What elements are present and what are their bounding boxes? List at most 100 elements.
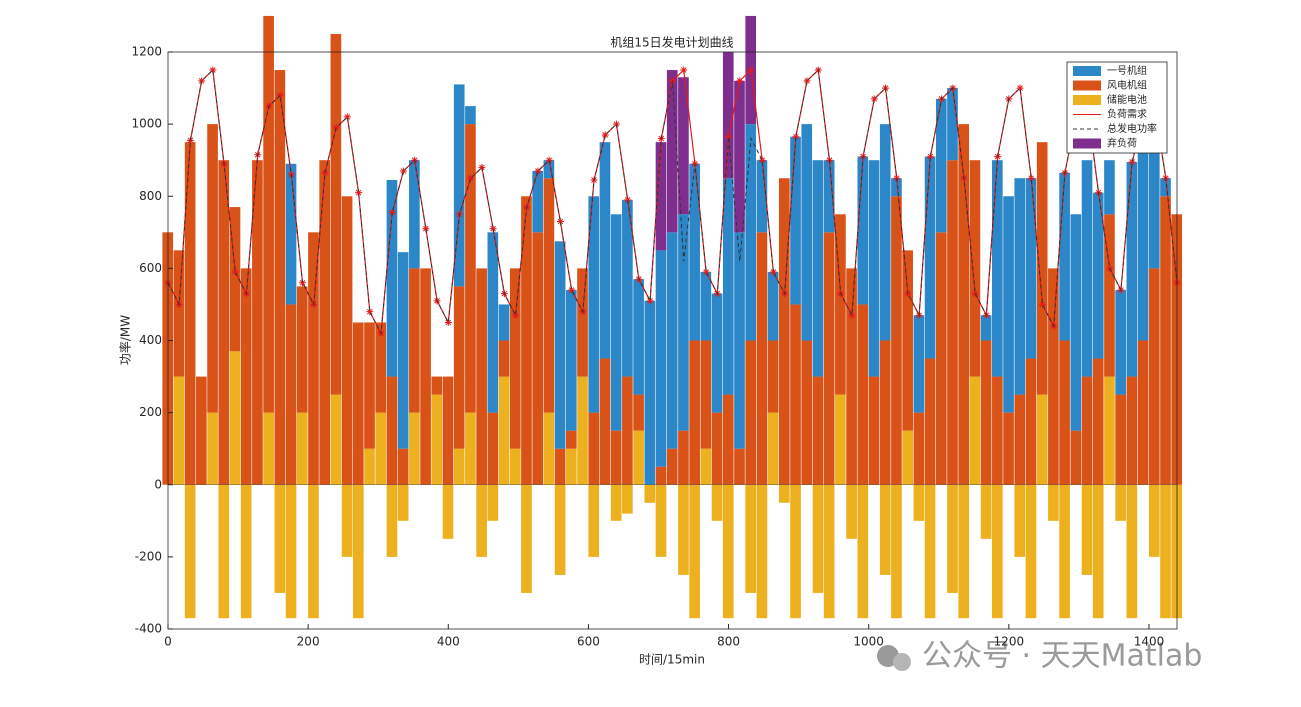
bar [655,142,667,251]
bar [846,484,857,539]
bar [1148,484,1160,557]
load-marker [792,133,800,141]
y-tick-label: 600 [139,261,162,275]
y-tick-label: 0 [154,477,162,491]
bar [285,304,297,485]
bar [296,412,308,485]
bar [196,376,207,485]
bar [947,484,958,593]
bar [240,484,252,619]
bar [622,484,633,514]
bar [409,160,420,269]
bar [913,484,925,521]
bar [1126,161,1138,377]
bar [1003,412,1014,485]
x-tick-label: 600 [577,635,600,649]
bar [1048,268,1059,485]
bar [711,484,723,521]
bar [420,268,431,485]
bar [935,98,947,233]
bar [745,124,757,341]
bar [857,484,869,619]
y-tick-label: -200 [135,549,162,563]
bar [341,196,353,485]
load-marker [422,225,430,233]
bar [184,142,196,485]
y-tick-label: 800 [139,189,162,203]
bar [532,232,544,485]
bar [599,142,611,359]
bar [543,178,555,413]
bar [678,484,689,575]
bar [1014,178,1026,395]
watermark-icon [893,653,911,671]
bar [330,33,342,395]
bar [543,160,555,179]
bar [577,376,588,485]
bar [790,304,801,485]
bar [610,484,622,521]
y-tick-label: 200 [139,405,162,419]
bar [319,160,331,485]
load-marker [545,156,553,164]
bar [1048,484,1059,521]
load-marker [355,189,363,197]
bar [1092,192,1104,359]
legend-swatch [1073,138,1101,149]
bar [722,394,734,485]
load-marker [231,268,239,276]
bar [745,340,757,485]
bar [678,430,689,485]
y-tick-label: 1000 [131,117,162,131]
bar [263,15,274,413]
bar [1137,124,1149,341]
bar [554,448,566,485]
bar [622,199,633,377]
total-line [167,68,1178,336]
bar [207,124,218,413]
load-marker [1038,300,1046,308]
bar [588,484,600,557]
bar [980,484,992,539]
bar [902,430,913,485]
bar [891,484,902,619]
bar [868,160,880,377]
bar [835,214,846,395]
bar [947,160,958,485]
bar [453,448,465,485]
x-tick-label: 800 [717,635,740,649]
bar [577,268,588,377]
bar [812,376,824,485]
bar [947,88,958,161]
y-tick-label: 400 [139,333,162,347]
bar [1081,376,1093,485]
bar [173,376,185,485]
bar [779,178,790,485]
bar [913,412,925,485]
bar [487,232,499,413]
load-marker [276,91,284,99]
bar [487,412,499,485]
bar [509,448,521,485]
load-marker [467,174,475,182]
bar [240,268,252,485]
load-marker [332,124,340,132]
x-tick-label: 1200 [994,635,1025,649]
bar [857,156,869,305]
bar [375,412,387,485]
bar [678,77,689,215]
bar [364,448,375,485]
bar [308,484,319,619]
bar [756,484,768,619]
bar [453,84,465,287]
load-marker [321,169,329,177]
bar [397,484,409,521]
load-marker [769,268,777,276]
load-marker [186,136,194,144]
bar [308,232,319,485]
load-marker [971,290,979,298]
bar [341,484,353,557]
bar [756,232,768,485]
